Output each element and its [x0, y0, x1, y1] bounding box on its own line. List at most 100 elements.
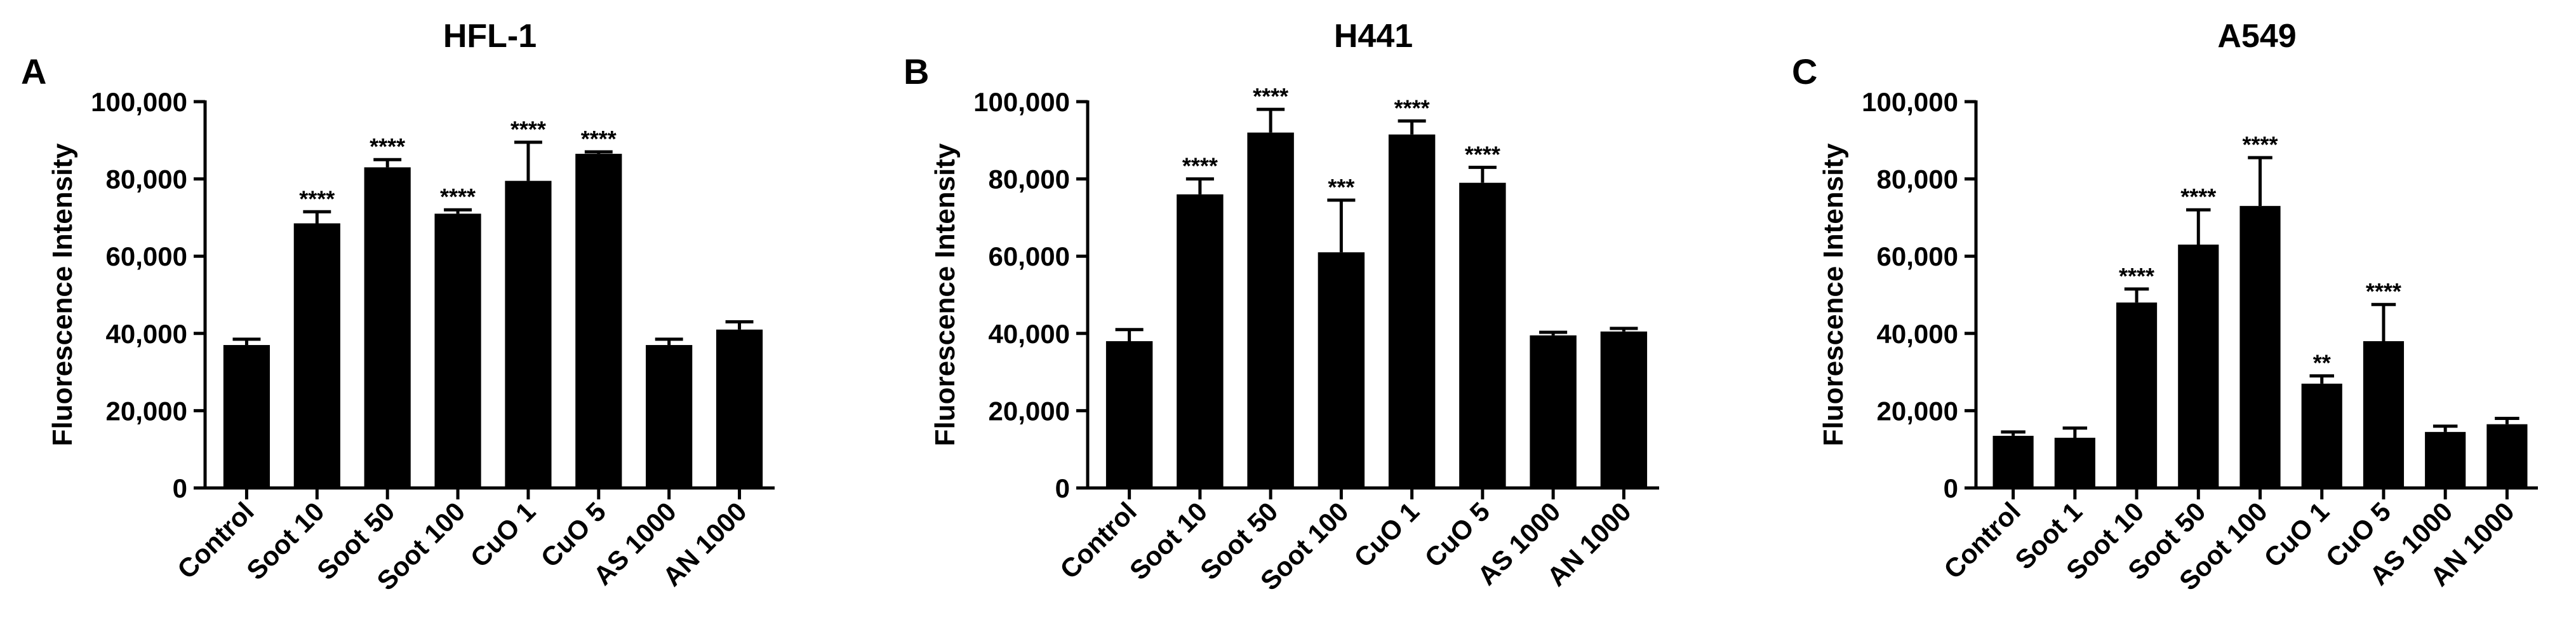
- bar: [1247, 132, 1294, 488]
- error-bar: [1398, 119, 1426, 135]
- y-axis-label: Fluorescence Intensity: [47, 143, 78, 446]
- significance-label: ****: [1465, 141, 1500, 167]
- y-tick-label: 60,000: [1877, 241, 1958, 271]
- bar: [2425, 431, 2466, 488]
- y-tick-label: 100,000: [973, 87, 1070, 117]
- error-bar: [1610, 327, 1638, 332]
- x-tick-label: Control: [1938, 496, 2026, 585]
- error-bar: [1115, 328, 1144, 341]
- error-bar: [2001, 430, 2025, 436]
- bar: [223, 345, 270, 488]
- significance-label: ****: [299, 186, 335, 212]
- y-tick-label: 40,000: [989, 319, 1070, 349]
- y-tick-label: 0: [173, 473, 187, 503]
- error-bar: [1185, 177, 1214, 194]
- y-tick-label: 60,000: [989, 241, 1070, 271]
- error-bar: [2371, 302, 2396, 341]
- bar: [575, 154, 622, 488]
- bar: [2363, 341, 2405, 488]
- error-bar: [655, 337, 683, 346]
- x-tick-label: CuO 1: [465, 496, 542, 573]
- error-bar: [2062, 426, 2088, 438]
- x-tick-label: CuO 1: [1348, 496, 1425, 573]
- bar: [646, 345, 693, 488]
- y-tick-label: 0: [1055, 473, 1070, 503]
- significance-label: ****: [1253, 83, 1288, 109]
- bar: [1177, 194, 1224, 488]
- error-bar: [1327, 198, 1356, 253]
- y-tick-label: 20,000: [989, 396, 1070, 426]
- significance-label: ****: [2242, 132, 2278, 158]
- bar: [1105, 341, 1153, 488]
- bar: [505, 180, 552, 488]
- chart-title: HFL-1: [443, 18, 537, 55]
- significance-label: ****: [440, 184, 476, 210]
- error-bar: [303, 210, 331, 224]
- y-tick-label: 80,000: [989, 165, 1070, 194]
- error-bar: [1468, 165, 1497, 183]
- error-bar: [232, 337, 261, 346]
- error-bar: [1257, 107, 1285, 133]
- error-bar: [2309, 374, 2334, 384]
- x-tick-label: Control: [171, 496, 260, 585]
- error-bar: [2248, 156, 2272, 206]
- bar: [1459, 182, 1506, 488]
- bar: [293, 223, 340, 488]
- bar: [364, 167, 411, 488]
- panel-label: B: [904, 51, 929, 91]
- panel-label: C: [1792, 51, 1817, 91]
- error-bar: [2433, 424, 2458, 432]
- chart-title: A549: [2217, 18, 2296, 55]
- y-tick-label: 100,000: [1862, 87, 1958, 117]
- x-tick-label: CuO 1: [2258, 496, 2335, 573]
- y-tick-label: 60,000: [106, 241, 187, 271]
- error-bar: [373, 158, 402, 168]
- bar: [1318, 252, 1365, 488]
- y-axis-label: Fluorescence Intensity: [930, 143, 961, 446]
- error-bar: [1539, 330, 1568, 335]
- bar: [1530, 335, 1577, 488]
- y-tick-label: 100,000: [91, 87, 187, 117]
- y-tick-label: 40,000: [106, 319, 187, 349]
- y-tick-label: 0: [1944, 473, 1958, 503]
- error-bar: [514, 140, 542, 181]
- bar: [2116, 302, 2158, 488]
- error-bar: [2124, 287, 2149, 303]
- bar: [1992, 435, 2034, 488]
- panel-label: A: [21, 51, 46, 91]
- bar: [2239, 206, 2281, 488]
- significance-label: ****: [1394, 95, 1430, 121]
- significance-label: ****: [2366, 278, 2401, 304]
- y-tick-label: 40,000: [1877, 319, 1958, 349]
- x-tick-label: Control: [1054, 496, 1142, 585]
- y-axis-label: Fluorescence Intensity: [1818, 143, 1849, 446]
- significance-label: ****: [1182, 153, 1218, 179]
- error-bar: [725, 320, 754, 330]
- bar: [1600, 331, 1648, 488]
- y-tick-label: 20,000: [1877, 396, 1958, 426]
- significance-label: ****: [2119, 263, 2154, 289]
- y-tick-label: 20,000: [106, 396, 187, 426]
- bar: [2301, 383, 2342, 488]
- significance-label: ****: [511, 116, 546, 142]
- x-tick-label: Soot 10: [1124, 496, 1213, 586]
- bar: [2486, 424, 2528, 488]
- significance-label: ****: [370, 133, 405, 159]
- significance-label: ****: [2180, 184, 2216, 210]
- y-tick-label: 80,000: [1877, 165, 1958, 194]
- bar: [2054, 437, 2095, 488]
- error-bar: [2495, 417, 2519, 424]
- bar: [1388, 134, 1436, 488]
- y-tick-label: 80,000: [106, 165, 187, 194]
- significance-label: **: [2313, 350, 2331, 376]
- error-bar: [584, 150, 613, 154]
- bar: [434, 213, 481, 488]
- significance-label: ****: [581, 126, 617, 152]
- error-bar: [2186, 208, 2211, 245]
- error-bar: [444, 208, 472, 214]
- bar: [2178, 244, 2219, 488]
- chart-title: H441: [1334, 18, 1413, 55]
- x-tick-label: Soot 10: [241, 496, 330, 586]
- bar: [716, 329, 763, 488]
